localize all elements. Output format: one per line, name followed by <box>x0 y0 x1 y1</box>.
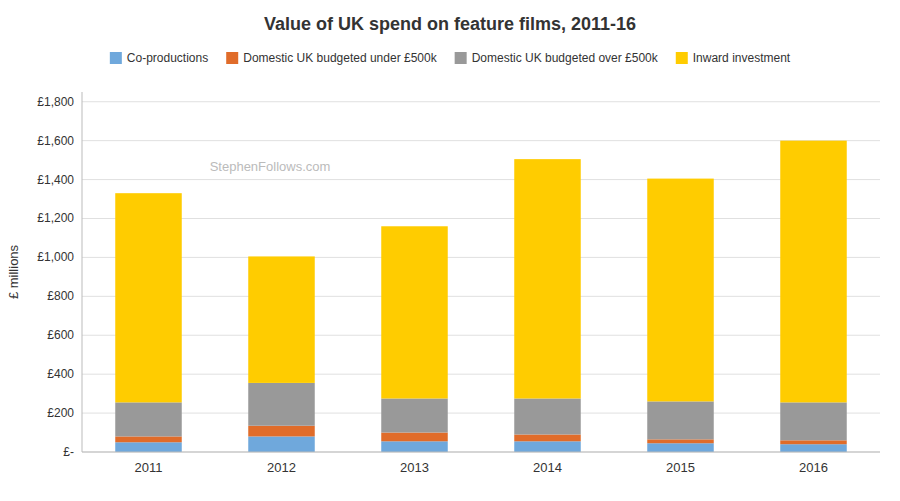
bars <box>115 141 847 452</box>
bar <box>115 193 182 402</box>
bar <box>248 426 315 437</box>
y-tick-label: £1,600 <box>37 134 74 148</box>
bar <box>248 436 315 452</box>
y-tick-label: £800 <box>47 289 74 303</box>
x-axis-line <box>82 452 880 453</box>
bar <box>381 226 448 398</box>
grid <box>82 102 880 452</box>
x-tick-label: 2012 <box>267 460 296 475</box>
annotation: StephenFollows.com <box>210 159 331 174</box>
y-tick-label: £- <box>63 445 74 459</box>
bar <box>248 383 315 426</box>
bar <box>115 436 182 442</box>
grid-line <box>82 452 880 453</box>
grid-line <box>82 101 880 102</box>
legend-label: Domestic UK budgeted over £500k <box>472 51 659 65</box>
legend-swatch <box>226 52 238 64</box>
x-tick-label: 2016 <box>799 460 828 475</box>
y-tick-label: £1,000 <box>37 250 74 264</box>
x-tick-label: 2013 <box>400 460 429 475</box>
grid-line <box>82 140 880 141</box>
bar <box>647 401 714 439</box>
legend-label: Co-productions <box>127 51 208 65</box>
grid-line <box>82 257 880 258</box>
grid-line <box>82 296 880 297</box>
x-tick-label: 2011 <box>135 460 163 475</box>
x-tick-label: 2015 <box>666 460 695 475</box>
bar <box>780 402 847 440</box>
y-tick-label: £1,400 <box>37 173 74 187</box>
bar <box>115 442 182 452</box>
bar <box>780 440 847 444</box>
legend-label: Domestic UK budgeted under £500k <box>243 51 437 65</box>
legend-swatch <box>676 52 688 64</box>
bar <box>514 159 581 398</box>
grid-line <box>82 413 880 414</box>
bar <box>514 398 581 434</box>
legend-swatch <box>110 52 122 64</box>
title: Value of UK spend on feature films, 2011… <box>264 14 636 34</box>
y-tick-label: £200 <box>47 406 74 420</box>
bar <box>514 441 581 452</box>
y-axis-line <box>82 92 83 452</box>
bar <box>381 433 448 442</box>
bar <box>647 443 714 452</box>
bar <box>647 179 714 402</box>
y-tick-label: £600 <box>47 328 74 342</box>
legend: Co-productions Domestic UK budgeted under… <box>110 51 791 65</box>
y-tick-label: £400 <box>47 367 74 381</box>
grid-line <box>82 335 880 336</box>
legend-swatch <box>455 52 467 64</box>
bar <box>381 398 448 432</box>
bar <box>115 402 182 436</box>
grid-line <box>82 179 880 180</box>
legend-label: Inward investment <box>693 51 791 65</box>
grid-line <box>82 374 880 375</box>
grid-line <box>82 218 880 219</box>
bar <box>248 256 315 382</box>
y-axis-label: £ millions <box>6 244 21 299</box>
bar <box>514 434 581 441</box>
chart: Value of UK spend on feature films, 2011… <box>0 0 900 501</box>
bar <box>780 141 847 403</box>
bar <box>647 439 714 443</box>
y-tick-label: £1,200 <box>37 211 74 225</box>
y-tick-label: £1,800 <box>37 95 74 109</box>
bar <box>381 441 448 452</box>
x-tick-label: 2014 <box>533 460 562 475</box>
bar <box>780 444 847 452</box>
